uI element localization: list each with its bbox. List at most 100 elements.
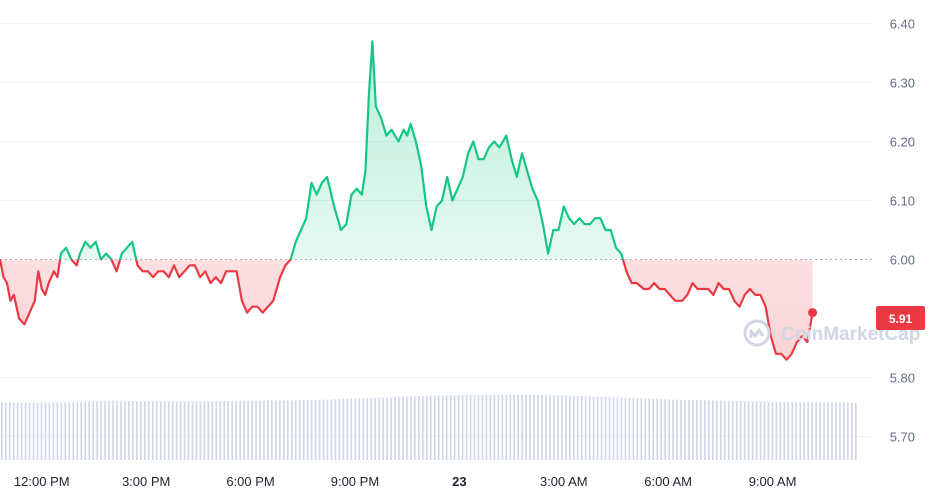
x-tick-label: 23 (452, 474, 466, 489)
volume-bar (223, 401, 226, 460)
volume-bar (592, 396, 595, 460)
volume-bar (628, 397, 631, 460)
price-line-below (0, 259, 814, 361)
volume-bar (136, 401, 138, 460)
volume-bar (755, 401, 758, 460)
volume-bar (128, 400, 130, 460)
volume-bars (1, 394, 857, 460)
volume-bar (731, 400, 734, 460)
volume-bar (855, 402, 857, 460)
volume-bar (819, 401, 821, 460)
volume-bar (648, 398, 651, 460)
volume-bar (481, 394, 484, 460)
volume-bar (636, 398, 639, 460)
volume-bar (358, 398, 361, 460)
volume-bar (306, 400, 309, 460)
volume-bar (831, 402, 833, 460)
volume-bar (549, 395, 551, 460)
volume-bar (167, 401, 170, 460)
y-axis: 6.40 6.30 6.20 6.10 6.00 5.80 5.70 (890, 17, 915, 445)
volume-bar (640, 398, 643, 460)
volume-bar (92, 401, 94, 460)
volume-bar (656, 398, 659, 460)
volume-bar (179, 401, 182, 460)
volume-bar (243, 400, 245, 460)
volume-bar (52, 402, 55, 460)
volume-bar (771, 401, 774, 460)
price-area-fill (0, 41, 813, 360)
volume-bar (426, 395, 428, 460)
volume-bar (569, 395, 571, 460)
volume-bar (672, 399, 674, 460)
volume-bar (576, 395, 579, 460)
volume-bar (680, 399, 682, 460)
volume-bar (322, 399, 325, 460)
volume-bar (24, 402, 27, 460)
x-tick-label: 9:00 AM (749, 474, 797, 489)
volume-bar (366, 398, 369, 460)
volume-bar (807, 401, 809, 460)
x-tick-label: 6:00 AM (644, 474, 692, 489)
volume-bar (227, 400, 230, 460)
volume-bar (735, 400, 738, 460)
x-tick-label: 9:00 PM (331, 474, 379, 489)
volume-bar (414, 396, 416, 460)
price-lines (0, 40, 814, 361)
volume-bar (779, 401, 782, 460)
volume-bar (767, 401, 770, 460)
volume-bar (763, 401, 766, 460)
volume-bar (350, 398, 353, 460)
volume-bar (453, 395, 456, 460)
volume-bar (441, 395, 444, 460)
volume-bar (259, 400, 261, 460)
volume-bar (346, 398, 349, 460)
volume-bar (529, 394, 531, 460)
volume-bar (537, 394, 539, 460)
volume-bar (775, 401, 778, 460)
volume-bar (600, 396, 603, 460)
volume-bar (32, 402, 35, 460)
volume-bar (469, 394, 472, 460)
volume-bar (827, 402, 829, 460)
volume-bar (195, 401, 198, 460)
volume-bar (557, 395, 559, 460)
x-axis: 12:00 PM 3:00 PM 6:00 PM 9:00 PM 23 3:00 AM 6:… (14, 474, 796, 489)
volume-bar (573, 395, 575, 460)
volume-bar (843, 402, 845, 460)
volume-bar (112, 400, 114, 460)
current-price-label: 5.91 (889, 312, 913, 326)
volume-bar (839, 402, 841, 460)
volume-bar (80, 401, 83, 460)
volume-bar (410, 396, 412, 460)
volume-bar (163, 401, 166, 460)
volume-bar (199, 401, 202, 460)
y-tick-label: 5.80 (890, 370, 915, 385)
volume-bar (76, 401, 79, 460)
volume-bar (159, 401, 162, 460)
volume-bar (533, 394, 535, 460)
volume-bar (64, 402, 67, 460)
volume-bar (712, 400, 714, 460)
volume-bar (28, 402, 31, 460)
volume-bar (811, 401, 813, 460)
volume-bar (271, 400, 273, 460)
volume-bar (477, 394, 480, 460)
volume-bar (215, 401, 218, 460)
y-tick-label: 5.70 (890, 429, 915, 444)
volume-bar (513, 394, 516, 460)
volume-bar (334, 399, 337, 460)
volume-bar (684, 399, 686, 460)
volume-bar (696, 400, 698, 460)
volume-bar (716, 400, 718, 460)
volume-bar (433, 395, 436, 460)
volume-bar (632, 398, 635, 460)
volume-bar (505, 394, 508, 460)
volume-bar (620, 397, 623, 460)
x-tick-label: 3:00 PM (122, 474, 170, 489)
volume-bar (84, 401, 87, 460)
current-price-tag: 5.91 (876, 306, 925, 330)
volume-bar (187, 401, 190, 460)
volume-bar (370, 397, 373, 460)
volume-bar (36, 402, 39, 460)
